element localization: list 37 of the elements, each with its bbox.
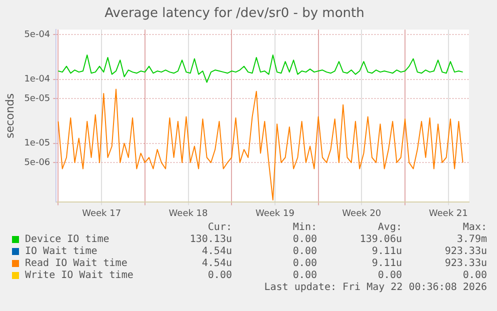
- text: 923.33u: [444, 246, 487, 257]
- y-tick-label: 1e-04: [24, 74, 50, 85]
- x-tick-label: Week 19: [255, 208, 295, 219]
- legend-label: IO Wait time: [25, 246, 98, 257]
- legend-label: Device IO time: [25, 234, 110, 245]
- text: 0.00: [292, 246, 317, 257]
- x-tick-label: Week 21: [428, 208, 468, 219]
- text: Avg:: [376, 222, 402, 233]
- text: Min:: [292, 222, 317, 233]
- text: 4.54u: [200, 246, 232, 257]
- y-axis-title: seconds: [3, 93, 16, 138]
- text: Last update: Fri May 22 00:36:08 2026: [263, 282, 487, 293]
- text: 139.06u: [358, 234, 402, 245]
- text: 923.33u: [444, 258, 487, 269]
- text: Max:: [462, 222, 487, 233]
- y-tick-label: 5e-06: [24, 158, 50, 168]
- text: 0.00: [462, 270, 487, 281]
- chart-title: Average latency for /dev/sr0 - by month: [104, 6, 364, 22]
- text: 0.00: [206, 270, 232, 281]
- text: 3.79m: [456, 234, 487, 245]
- y-tick-label: 1e-05: [24, 138, 50, 149]
- text: 9.11u: [370, 258, 402, 269]
- text: Cur:: [206, 222, 232, 233]
- x-tick-label: Week 18: [168, 208, 208, 219]
- legend-label: Read IO Wait time: [25, 258, 128, 269]
- x-tick-label: Week 20: [342, 208, 382, 219]
- text: 130.13u: [188, 234, 232, 245]
- legend-label: Write IO Wait time: [25, 270, 134, 281]
- y-tick-label: 5e-05: [24, 94, 50, 104]
- y-tick-label: 5e-04: [24, 30, 50, 40]
- text: 0.00: [292, 234, 317, 245]
- text: 9.11u: [370, 246, 402, 257]
- text: 0.00: [292, 258, 317, 269]
- text: 0.00: [376, 270, 402, 281]
- text: 0.00: [292, 270, 317, 281]
- text: 4.54u: [200, 258, 232, 269]
- x-tick-label: Week 17: [82, 208, 122, 219]
